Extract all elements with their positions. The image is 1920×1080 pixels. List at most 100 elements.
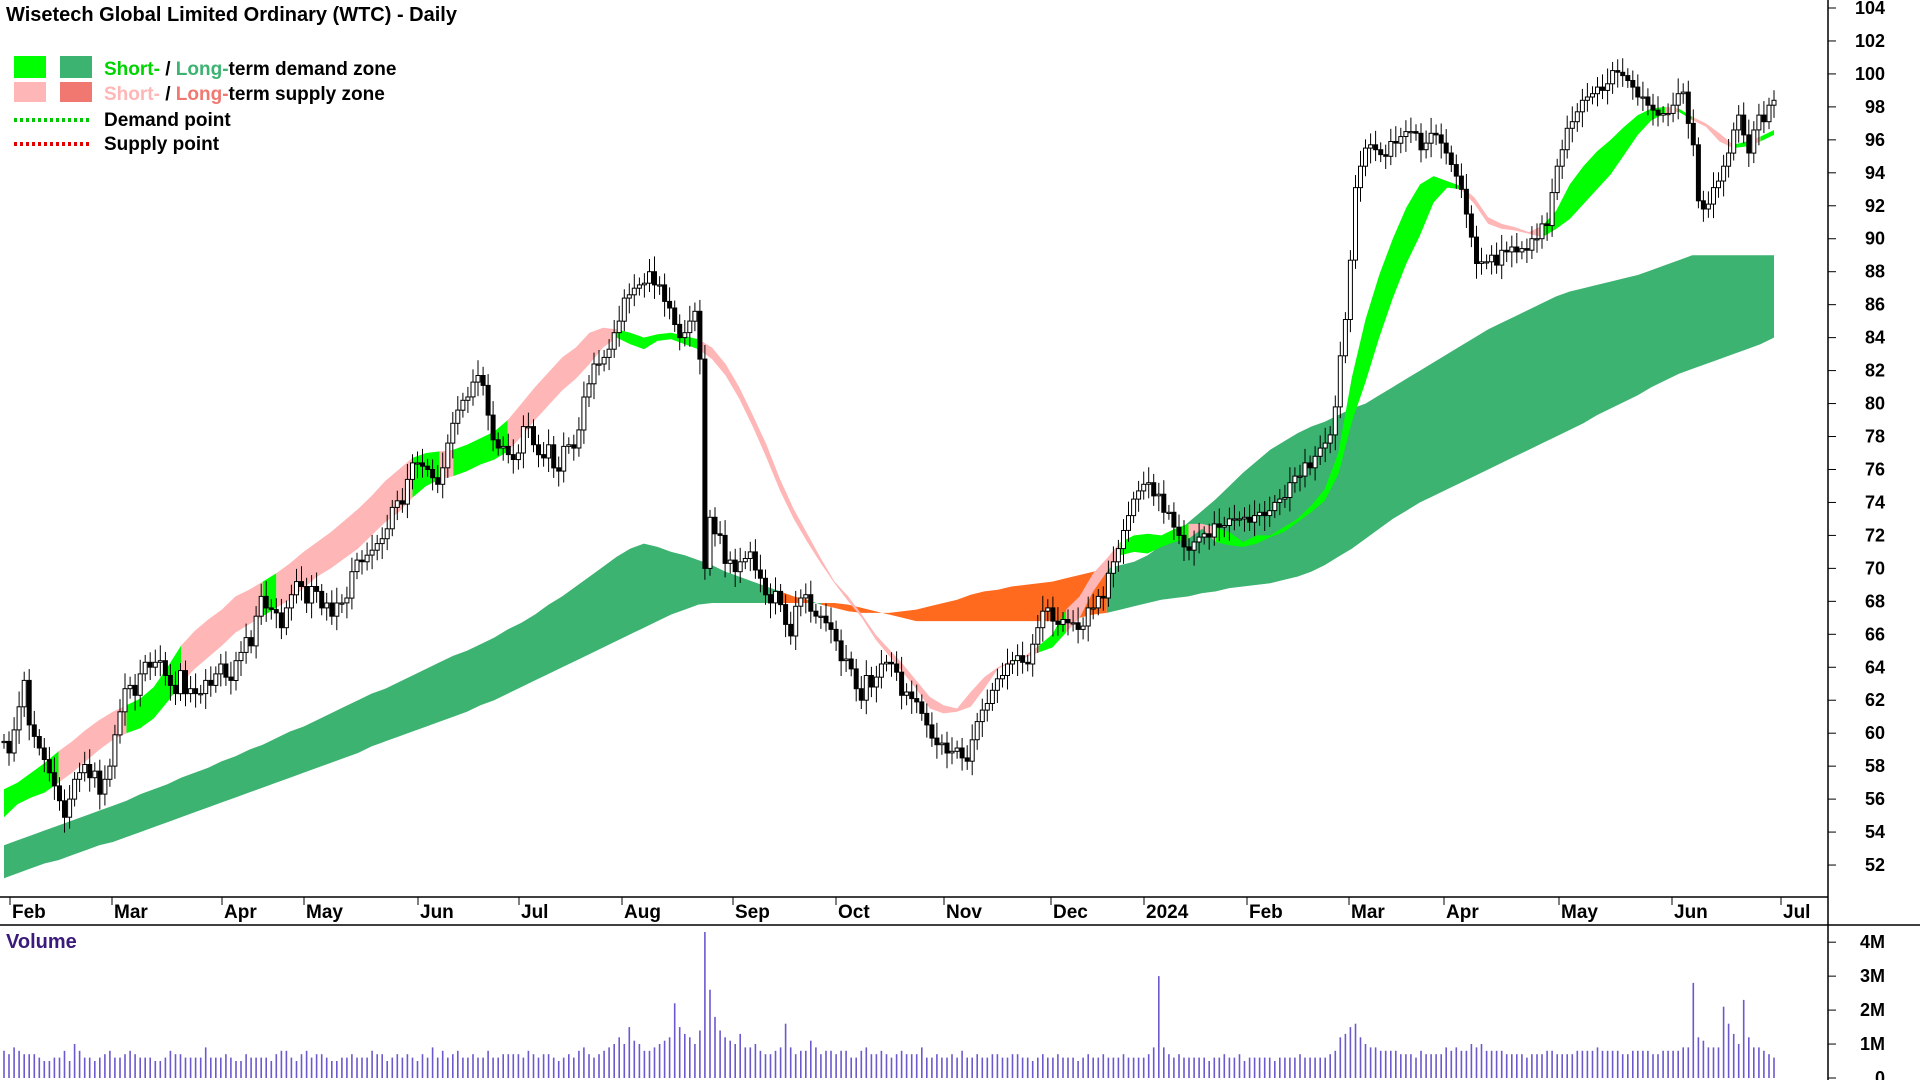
candle-body xyxy=(924,712,930,726)
candle-body xyxy=(873,676,879,688)
candle-body xyxy=(1347,259,1353,321)
y-tick-label: 90 xyxy=(1865,229,1885,249)
candle-body xyxy=(662,284,668,302)
candle-body xyxy=(1458,175,1464,190)
candle-body xyxy=(188,688,194,695)
candle-body xyxy=(157,660,163,663)
candle-body xyxy=(410,462,415,480)
y-tick-label: 54 xyxy=(1865,822,1885,842)
candle-body xyxy=(62,800,67,818)
candle-body xyxy=(768,594,773,604)
y-tick-label: 74 xyxy=(1865,492,1885,512)
candle-body xyxy=(1242,516,1247,520)
candle-body xyxy=(415,462,420,465)
candle-body xyxy=(1771,99,1777,106)
candle-body xyxy=(1378,149,1384,156)
candle-body xyxy=(1110,561,1116,574)
y-tick-label: 70 xyxy=(1865,558,1885,578)
candle-body xyxy=(1746,134,1752,154)
candle-body xyxy=(1171,511,1177,528)
candle-body xyxy=(697,310,703,360)
candle-body xyxy=(1070,622,1076,625)
short-term-zone-demand xyxy=(1542,106,1666,238)
candle-body xyxy=(894,663,900,673)
candle-body xyxy=(1005,663,1010,676)
short-term-zone-demand xyxy=(1215,176,1461,547)
short-term-zone-supply xyxy=(698,339,1012,714)
candle-body xyxy=(1443,142,1449,154)
candle-body xyxy=(1030,643,1036,665)
y-tick-label: 86 xyxy=(1865,295,1885,315)
candle-body xyxy=(838,640,844,662)
candle-body xyxy=(1630,80,1636,88)
candle-body xyxy=(1670,104,1676,114)
x-tick-label: Mar xyxy=(1351,902,1385,923)
x-tick-label: Feb xyxy=(12,902,46,923)
candle-body xyxy=(1080,625,1086,630)
candle-body xyxy=(11,729,17,754)
candle-body xyxy=(288,594,294,609)
candle-body xyxy=(1373,144,1379,151)
candle-body xyxy=(1317,447,1323,457)
short-term-zone-demand xyxy=(4,751,59,818)
candle-body xyxy=(258,595,264,617)
candle-body xyxy=(16,706,22,731)
candle-body xyxy=(591,363,597,385)
candle-body xyxy=(515,452,521,461)
candle-body xyxy=(747,551,753,560)
candle-body xyxy=(1534,238,1540,241)
candle-body xyxy=(889,661,894,665)
candle-body xyxy=(1312,455,1318,469)
candle-body xyxy=(752,551,758,571)
candle-body xyxy=(1398,136,1404,144)
candle-body xyxy=(455,409,461,424)
y-tick-label: 104 xyxy=(1855,0,1885,18)
candle-body xyxy=(1595,86,1600,95)
candle-body xyxy=(450,422,456,444)
candle-body xyxy=(97,770,103,795)
candle-body xyxy=(763,577,768,596)
candle-body xyxy=(919,701,925,714)
candle-body xyxy=(1509,246,1515,253)
y-tick-label: 58 xyxy=(1865,756,1885,776)
candle-body xyxy=(596,363,602,366)
candle-body xyxy=(485,384,491,416)
candle-body xyxy=(1257,511,1263,517)
candle-body xyxy=(994,678,1000,691)
y-tick-label: 88 xyxy=(1865,262,1885,282)
candle-body xyxy=(1766,104,1772,123)
candle-body xyxy=(1610,70,1616,85)
candle-body xyxy=(122,688,128,713)
candle-body xyxy=(1731,129,1737,154)
candle-body xyxy=(294,581,299,596)
candle-body xyxy=(1105,572,1111,599)
candle-body xyxy=(571,444,577,449)
candle-body xyxy=(1579,99,1585,113)
candle-body xyxy=(929,724,935,739)
candle-body xyxy=(773,590,778,604)
candle-body xyxy=(1181,534,1187,548)
x-tick-label: Jun xyxy=(420,902,454,923)
candle-body xyxy=(616,320,622,334)
candle-body xyxy=(1695,144,1701,202)
volume-tick-label: 2M xyxy=(1860,1000,1885,1020)
candle-body xyxy=(203,679,209,695)
candle-body xyxy=(445,442,451,469)
candle-body xyxy=(1564,127,1570,151)
short-term-zone-supply xyxy=(507,327,617,452)
candle-body xyxy=(1700,200,1706,210)
volume-tick-label: 0 xyxy=(1875,1068,1885,1080)
candle-body xyxy=(576,429,582,449)
candle-body xyxy=(359,559,365,563)
candle-body xyxy=(470,381,476,398)
y-tick-label: 96 xyxy=(1865,130,1885,150)
candle-body xyxy=(1428,132,1434,144)
candle-body xyxy=(1085,607,1091,627)
candle-body xyxy=(1221,525,1227,528)
candle-body xyxy=(556,467,562,472)
candle-body xyxy=(1499,249,1505,266)
legend-swatch-short-demand xyxy=(14,56,46,78)
candle-body xyxy=(1015,655,1021,662)
long-term-zone-demand xyxy=(807,599,821,605)
candle-body xyxy=(1453,164,1459,177)
